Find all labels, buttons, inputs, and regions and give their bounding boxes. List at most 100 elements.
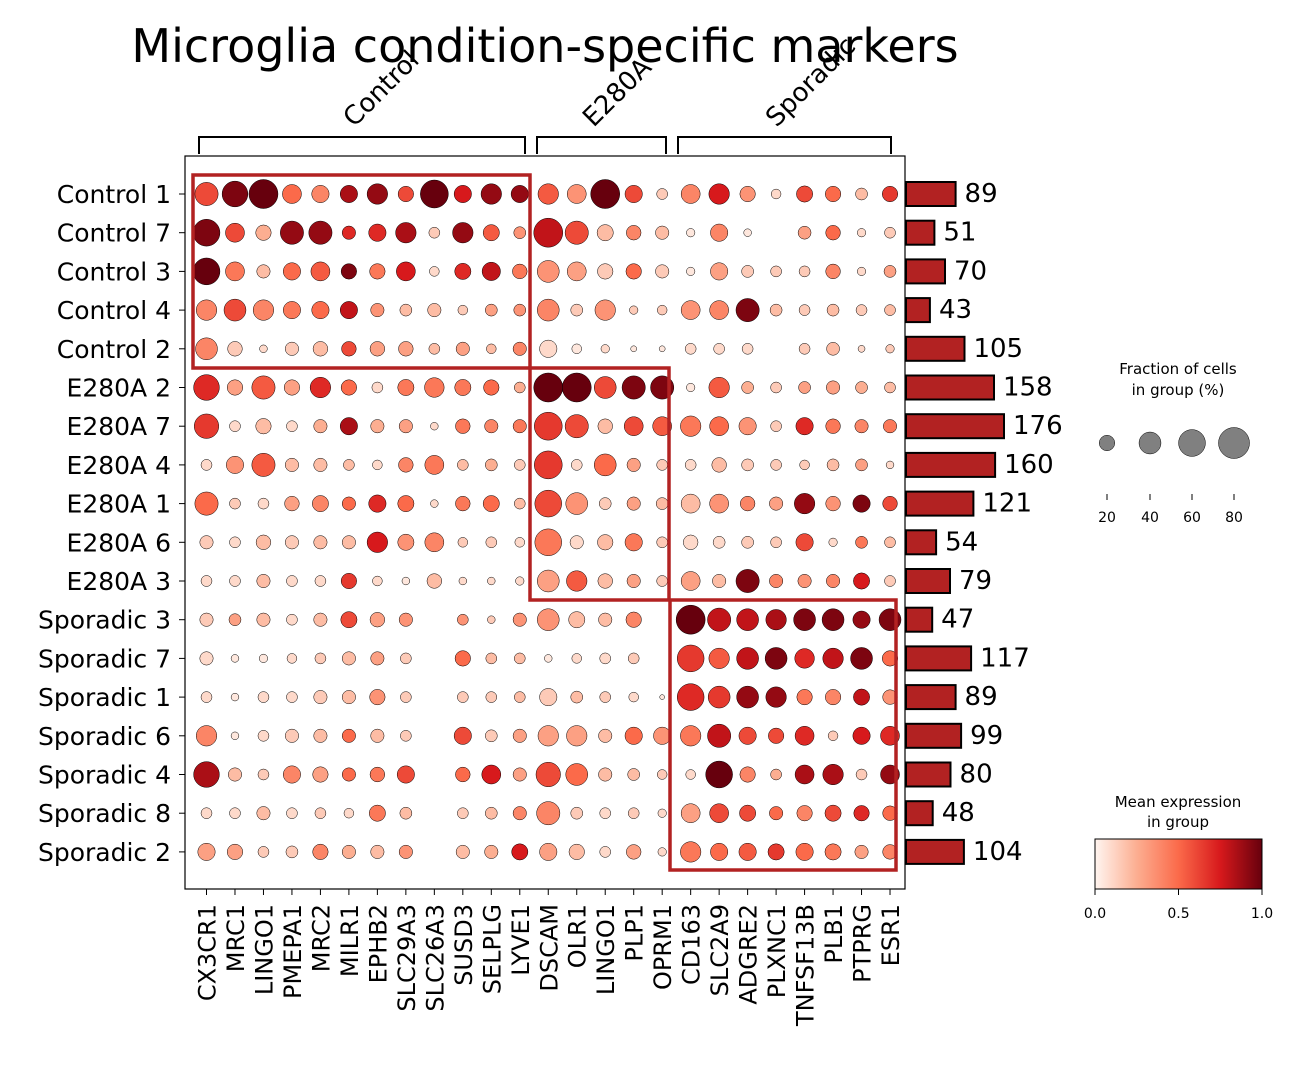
dot-2-11 bbox=[482, 224, 500, 242]
dot-14-21 bbox=[765, 686, 787, 708]
highlight-box bbox=[528, 366, 671, 602]
dot-9-16 bbox=[626, 496, 641, 511]
dot-15-3 bbox=[257, 730, 270, 742]
row-label: E280A 3 bbox=[67, 567, 171, 596]
dot-11-13 bbox=[537, 569, 560, 593]
dot-9-12 bbox=[514, 497, 526, 510]
dot-18-21 bbox=[767, 843, 785, 861]
dot-7-18 bbox=[680, 415, 702, 437]
dot-3-3 bbox=[256, 264, 271, 279]
dot-4-7 bbox=[370, 303, 385, 318]
dot-10-20 bbox=[741, 536, 754, 549]
dot-18-18 bbox=[680, 841, 702, 863]
dot-5-1 bbox=[195, 337, 218, 361]
dot-10-10 bbox=[457, 537, 468, 548]
dot-14-10 bbox=[457, 691, 469, 703]
dot-4-17 bbox=[657, 304, 668, 316]
dot-3-17 bbox=[655, 264, 670, 279]
dot-13-24 bbox=[850, 647, 873, 670]
count-label: 89 bbox=[965, 179, 998, 209]
dot-1-23 bbox=[825, 186, 842, 202]
dot-7-4 bbox=[286, 420, 298, 432]
dot-12-19 bbox=[707, 607, 732, 632]
dot-6-22 bbox=[798, 381, 811, 394]
count-bar bbox=[905, 800, 934, 827]
dot-6-8 bbox=[397, 379, 415, 396]
size-legend-label: 20 bbox=[1098, 510, 1116, 526]
group-bracket bbox=[536, 136, 667, 154]
dot-17-10 bbox=[457, 807, 469, 819]
row-label: Control 2 bbox=[57, 335, 171, 364]
gene-label: PLB1 bbox=[820, 904, 848, 964]
dot-4-23 bbox=[826, 303, 840, 317]
dot-7-10 bbox=[455, 418, 471, 434]
dot-11-9 bbox=[426, 573, 442, 589]
size-legend-label: 40 bbox=[1141, 510, 1159, 526]
dot-4-10 bbox=[457, 304, 468, 316]
dot-10-16 bbox=[624, 533, 643, 552]
dot-18-8 bbox=[398, 844, 413, 859]
count-bar bbox=[905, 297, 931, 324]
gene-label: MILR1 bbox=[336, 904, 364, 977]
dot-17-24 bbox=[853, 805, 870, 822]
dot-4-4 bbox=[283, 301, 301, 320]
dot-9-23 bbox=[825, 496, 841, 512]
dot-7-19 bbox=[709, 416, 729, 436]
dot-3-6 bbox=[340, 263, 357, 280]
gene-label: SELPLG bbox=[478, 904, 506, 994]
dot-6-2 bbox=[226, 379, 243, 396]
dot-16-22 bbox=[794, 764, 815, 785]
size-legend-dot bbox=[1138, 431, 1162, 455]
dot-5-8 bbox=[398, 341, 414, 357]
dot-13-11 bbox=[485, 652, 498, 665]
dot-11-20 bbox=[735, 569, 760, 593]
dot-16-1 bbox=[193, 761, 220, 788]
dot-17-2 bbox=[229, 807, 241, 819]
dot-5-25 bbox=[885, 344, 895, 354]
dot-15-24 bbox=[852, 726, 871, 745]
dot-14-17 bbox=[659, 694, 665, 700]
row-label: Sporadic 8 bbox=[38, 799, 171, 828]
size-legend-label: 60 bbox=[1183, 510, 1201, 526]
dot-12-4 bbox=[286, 613, 298, 626]
gene-label: MRC2 bbox=[307, 904, 335, 972]
dot-10-23 bbox=[828, 537, 838, 547]
dot-16-14 bbox=[565, 763, 588, 786]
dot-2-23 bbox=[825, 225, 841, 241]
dot-5-24 bbox=[857, 345, 866, 353]
dot-2-5 bbox=[308, 220, 333, 245]
dot-11-16 bbox=[626, 574, 641, 588]
dot-12-3 bbox=[256, 612, 271, 627]
gene-label: LINGO1 bbox=[592, 904, 620, 995]
gene-label: OLR1 bbox=[564, 904, 592, 968]
dot-4-20 bbox=[735, 298, 760, 322]
dot-17-12 bbox=[512, 806, 527, 821]
dot-7-15 bbox=[597, 418, 613, 434]
dot-17-3 bbox=[256, 806, 271, 821]
dot-1-5 bbox=[311, 185, 330, 203]
dot-8-14 bbox=[571, 459, 583, 471]
colorbar-label: 1.0 bbox=[1251, 906, 1273, 922]
dot-17-19 bbox=[709, 803, 729, 823]
dot-15-23 bbox=[827, 730, 839, 741]
dot-16-4 bbox=[283, 765, 301, 784]
dot-12-16 bbox=[625, 611, 642, 628]
dot-16-5 bbox=[312, 766, 329, 783]
dot-7-21 bbox=[770, 420, 782, 432]
dot-7-23 bbox=[825, 418, 841, 434]
dot-17-5 bbox=[314, 807, 327, 819]
row-label: Sporadic 7 bbox=[38, 644, 171, 673]
dot-15-15 bbox=[598, 728, 613, 743]
size-legend: Fraction of cells in group (%) 20 40 60 80 bbox=[1098, 360, 1250, 526]
dot-2-18 bbox=[686, 228, 696, 238]
dot-18-23 bbox=[824, 843, 842, 861]
dot-17-1 bbox=[200, 807, 213, 819]
dot-15-8 bbox=[400, 730, 412, 742]
dot-3-5 bbox=[310, 261, 331, 282]
dot-6-11 bbox=[483, 379, 500, 396]
dot-17-20 bbox=[739, 804, 756, 822]
dot-4-18 bbox=[680, 300, 701, 320]
dot-8-24 bbox=[855, 458, 868, 472]
dot-16-6 bbox=[341, 767, 356, 782]
dot-7-25 bbox=[883, 419, 897, 434]
